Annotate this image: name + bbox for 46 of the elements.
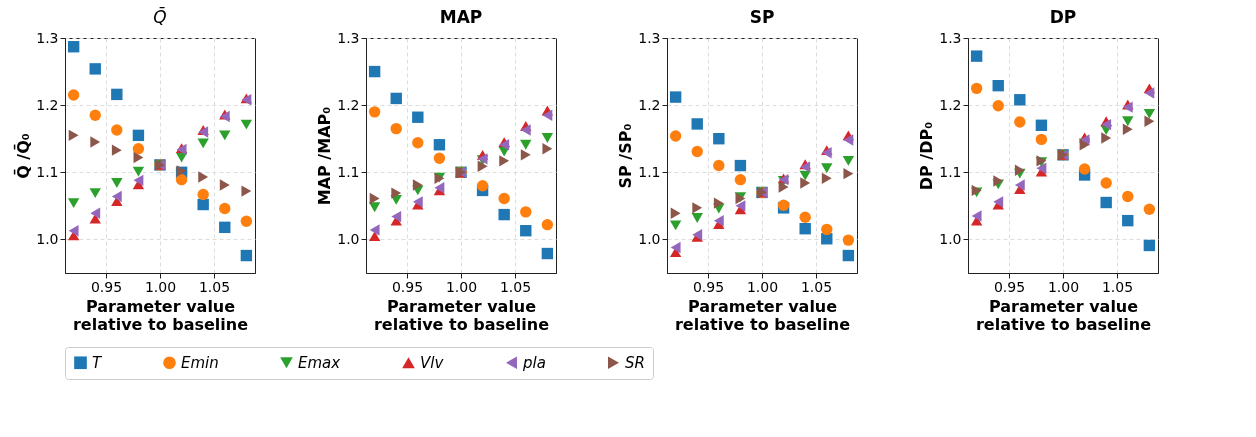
x-tick-label: 1.05 xyxy=(499,278,532,295)
x-axis-title: Parameter value relative to baseline xyxy=(373,296,550,334)
x-tick-label: 1.05 xyxy=(1101,278,1134,295)
y-tick-label: 1.3 xyxy=(337,29,360,46)
y-tick-label: 1.2 xyxy=(638,96,661,113)
y-tick-label: 1.1 xyxy=(638,163,661,180)
x-tick-label: 0.95 xyxy=(90,278,123,295)
x-tick-label: 0.95 xyxy=(692,278,725,295)
y-axis-title: SP /SP₀ xyxy=(616,123,636,189)
x-tick-label: 0.95 xyxy=(391,278,424,295)
x-tick-label: 1.00 xyxy=(1047,278,1080,295)
y-axis-title: MAP /MAP₀ xyxy=(315,106,335,206)
legend-label: Emin xyxy=(181,353,219,372)
y-axis-title: DP /DP₀ xyxy=(917,121,937,191)
x-tick-label: 1.05 xyxy=(198,278,231,295)
x-tick-label: 1.00 xyxy=(746,278,779,295)
chart-title: MAP xyxy=(439,7,483,27)
legend-label: Vlv xyxy=(420,353,445,372)
y-tick-label: 1.0 xyxy=(638,230,661,247)
x-tick-label: 0.95 xyxy=(993,278,1026,295)
y-tick-label: 1.0 xyxy=(337,230,360,247)
y-tick-label: 1.1 xyxy=(337,163,360,180)
x-axis-title: Parameter value relative to baseline xyxy=(72,296,249,334)
x-tick-label: 1.00 xyxy=(445,278,478,295)
y-tick-label: 1.2 xyxy=(939,96,962,113)
y-tick-label: 1.1 xyxy=(36,163,59,180)
chart-title: SP xyxy=(749,7,775,27)
x-axis-title: Parameter value relative to baseline xyxy=(975,296,1152,334)
y-tick-label: 1.0 xyxy=(36,230,59,247)
y-tick-label: 1.1 xyxy=(939,163,962,180)
x-tick-label: 1.00 xyxy=(144,278,177,295)
y-tick-label: 1.3 xyxy=(36,29,59,46)
y-tick-label: 1.2 xyxy=(337,96,360,113)
y-axis-title: Q̄ /Q̄₀ xyxy=(13,133,34,179)
chart-title: Q̄ xyxy=(153,5,167,27)
legend-label: T xyxy=(92,353,103,372)
chart-title: DP xyxy=(1049,7,1077,27)
y-tick-label: 1.2 xyxy=(36,96,59,113)
legend-label: pla xyxy=(522,353,546,372)
x-axis-title: Parameter value relative to baseline xyxy=(674,296,851,334)
x-tick-label: 1.05 xyxy=(800,278,833,295)
y-tick-label: 1.0 xyxy=(939,230,962,247)
y-tick-label: 1.3 xyxy=(638,29,661,46)
y-tick-label: 1.3 xyxy=(939,29,962,46)
legend-label: SR xyxy=(625,353,645,372)
legend-label: Emax xyxy=(298,353,341,372)
